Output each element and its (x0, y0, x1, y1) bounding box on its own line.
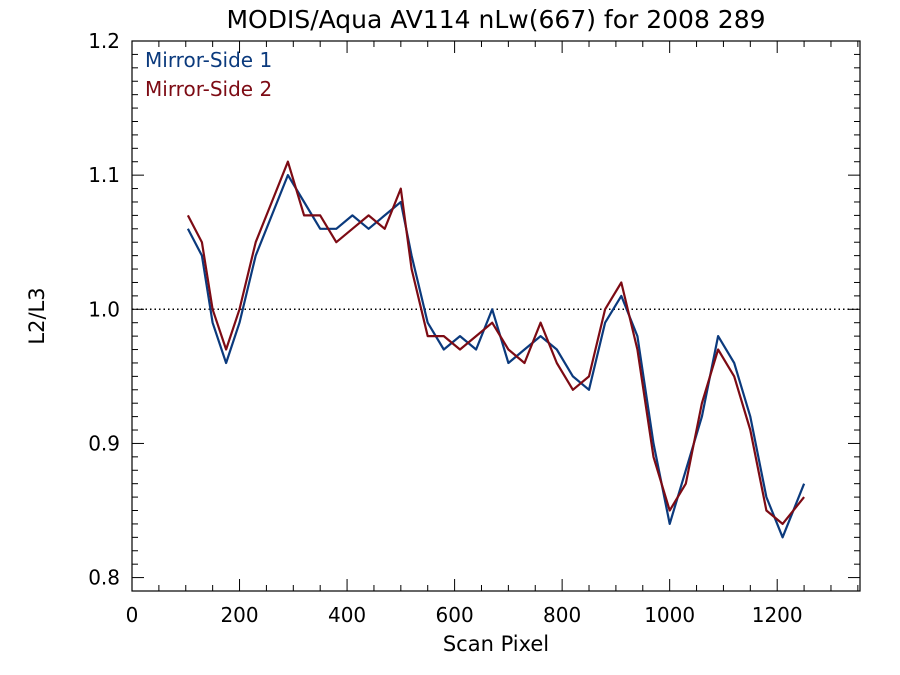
y-axis-label: L2/L3 (25, 287, 49, 344)
x-axis-label: Scan Pixel (443, 632, 549, 656)
x-axis: 0 200 400 600 800 1000 1200 (126, 41, 859, 627)
series-line-mirror-side-2 (186, 160, 805, 526)
chart-title: MODIS/Aqua AV114 nLw(667) for 2008 289 (226, 5, 765, 34)
x-tick-label: 0 (126, 603, 139, 627)
legend: Mirror-Side 1 Mirror-Side 2 (145, 48, 272, 101)
series-line-mirror-side-1 (186, 174, 806, 539)
y-axis: 0.8 0.9 1.0 1.1 1.2 (88, 29, 860, 590)
y-tick-label: 1.1 (88, 163, 120, 187)
legend-label-mirror-side-2: Mirror-Side 2 (145, 77, 272, 101)
y-tick-label: 0.9 (88, 431, 120, 455)
y-tick-label: 1.2 (88, 29, 120, 53)
legend-label-mirror-side-1: Mirror-Side 1 (145, 48, 272, 72)
y-tick-label: 1.0 (88, 297, 120, 321)
x-tick-label: 1200 (752, 603, 803, 627)
x-tick-label: 200 (220, 603, 258, 627)
x-tick-label: 400 (328, 603, 366, 627)
series-layer (186, 160, 806, 539)
x-tick-label: 1000 (644, 603, 695, 627)
x-tick-label: 600 (436, 603, 474, 627)
x-tick-label: 800 (543, 603, 581, 627)
plot-frame (131, 40, 861, 592)
y-tick-label: 0.8 (88, 566, 120, 590)
